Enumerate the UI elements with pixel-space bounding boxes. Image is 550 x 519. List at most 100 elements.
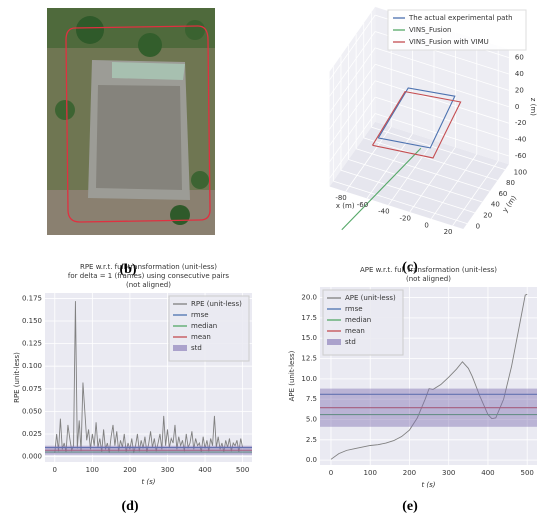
trajectory [341,147,422,231]
x-axis-label: x (m) [336,202,355,210]
z-tick-label: -60 [515,152,526,160]
grid-line [375,80,510,124]
z-tick-label: 40 [515,70,524,78]
legend-label: std [345,338,356,346]
x-tick-label: 0 [53,466,57,474]
std-band [320,388,537,427]
legend-swatch [173,345,187,351]
grid-line [329,64,376,130]
x-tick-label: -60 [357,201,368,209]
grid-line [333,180,468,224]
grid-line [345,126,392,192]
panel-label: (e) [402,499,418,514]
grid-line [375,113,510,157]
legend-label: std [191,344,202,352]
legend: RPE (unit-less) rmse median mean std [168,295,250,362]
trajectory [377,87,456,149]
chart-title: (not aligned) [406,275,451,283]
panel-label: (d) [121,499,138,514]
y-tick-label: 0.125 [22,340,42,348]
y-tick-label: 60 [498,190,507,198]
y-tick-label: 0.0 [306,456,317,464]
x-tick-label: 0 [424,221,428,229]
legend-label: VINS_Fusion with VIMU [409,38,489,46]
grid-line [329,113,376,179]
z-axis-label: z (m) [529,98,537,116]
y-tick-label: 0.025 [22,430,42,438]
legend-label: rmse [345,305,363,313]
floor-pane [329,121,509,229]
z-tick-label: -40 [515,136,526,144]
aerial-image [47,8,215,235]
z-tick-label: 20 [515,86,524,94]
z-tick-label: -20 [515,119,526,127]
y-tick-label: 12.5 [301,355,317,363]
chart-title: for delta = 1 (frames) using consecutive… [68,272,230,280]
grid-line [388,140,435,206]
y-tick-label: 0.050 [22,407,42,415]
y-tick-label: 7.5 [306,395,317,403]
y-axis-label: APE (unit-less) [288,350,296,401]
legend-box [322,289,404,356]
x-tick-label: 400 [481,469,494,477]
panel-label: (c) [402,260,418,275]
grid-line [430,153,478,220]
legend-label: rmse [191,311,209,319]
path-overlay [65,25,211,223]
y-tick-label: 5.0 [306,415,317,423]
y-axis-label: RPE (unit-less) [13,352,21,403]
grid-line [356,148,491,192]
x-tick-label: 300 [161,466,174,474]
x-tick-label: 500 [236,466,249,474]
y-tick-label: 10.0 [301,375,317,383]
y-tick-label: 2.5 [306,436,317,444]
x-tick-label: 100 [86,466,99,474]
x-tick-label: -80 [335,194,346,202]
x-tick-label: 100 [364,469,377,477]
y-tick-label: 17.5 [301,314,317,322]
x-tick-label: 500 [521,469,534,477]
x-tick-label: 200 [403,469,416,477]
grid-line [329,47,376,113]
data-line [54,301,244,454]
grid-line [363,137,498,181]
chart-title: RPE w.r.t. full transformation (unit-les… [80,263,217,271]
y-tick-label: 15.0 [301,334,317,342]
y-tick-label: 0.175 [22,294,42,302]
grid-line [409,146,456,213]
chart-title: APE w.r.t. full transformation (unit-les… [360,266,497,274]
legend-label: VINS_Fusion [409,26,451,34]
y-tick-label: 0 [476,222,480,230]
y-tick-label: 0.150 [22,317,42,325]
y-tick-label: 80 [506,179,515,187]
grid-line [366,133,413,199]
z-tick-label: 0 [515,103,519,111]
y-tick-label: 0.100 [22,362,42,370]
chart-title: (not aligned) [126,281,171,289]
std-band [45,445,252,455]
x-tick-label: 400 [198,466,211,474]
legend-label: The actual experimental path [408,14,513,22]
grid-line [348,159,483,203]
grid-line [329,96,376,163]
grid-line [375,63,510,108]
legend: APE (unit-less) rmse median mean std [322,289,404,356]
panel-label: (b) [119,262,136,277]
x-tick-label: 20 [444,228,453,236]
grid-line [452,160,499,226]
legend-label: median [191,322,217,330]
y-tick-label: 0.000 [22,453,42,461]
x-axis-label: t (s) [421,481,435,489]
y-tick-label: 100 [514,168,527,176]
x-tick-label: 0 [329,469,333,477]
legend-label: RPE (unit-less) [191,300,242,308]
y-tick-label: 20.0 [301,294,317,302]
z-tick-label: 60 [515,54,524,62]
x-axis-label: t (s) [141,478,155,486]
legend-label: mean [345,327,365,335]
legend-label: mean [191,333,211,341]
y-tick-label: 20 [483,212,492,220]
grid-line [340,169,475,214]
